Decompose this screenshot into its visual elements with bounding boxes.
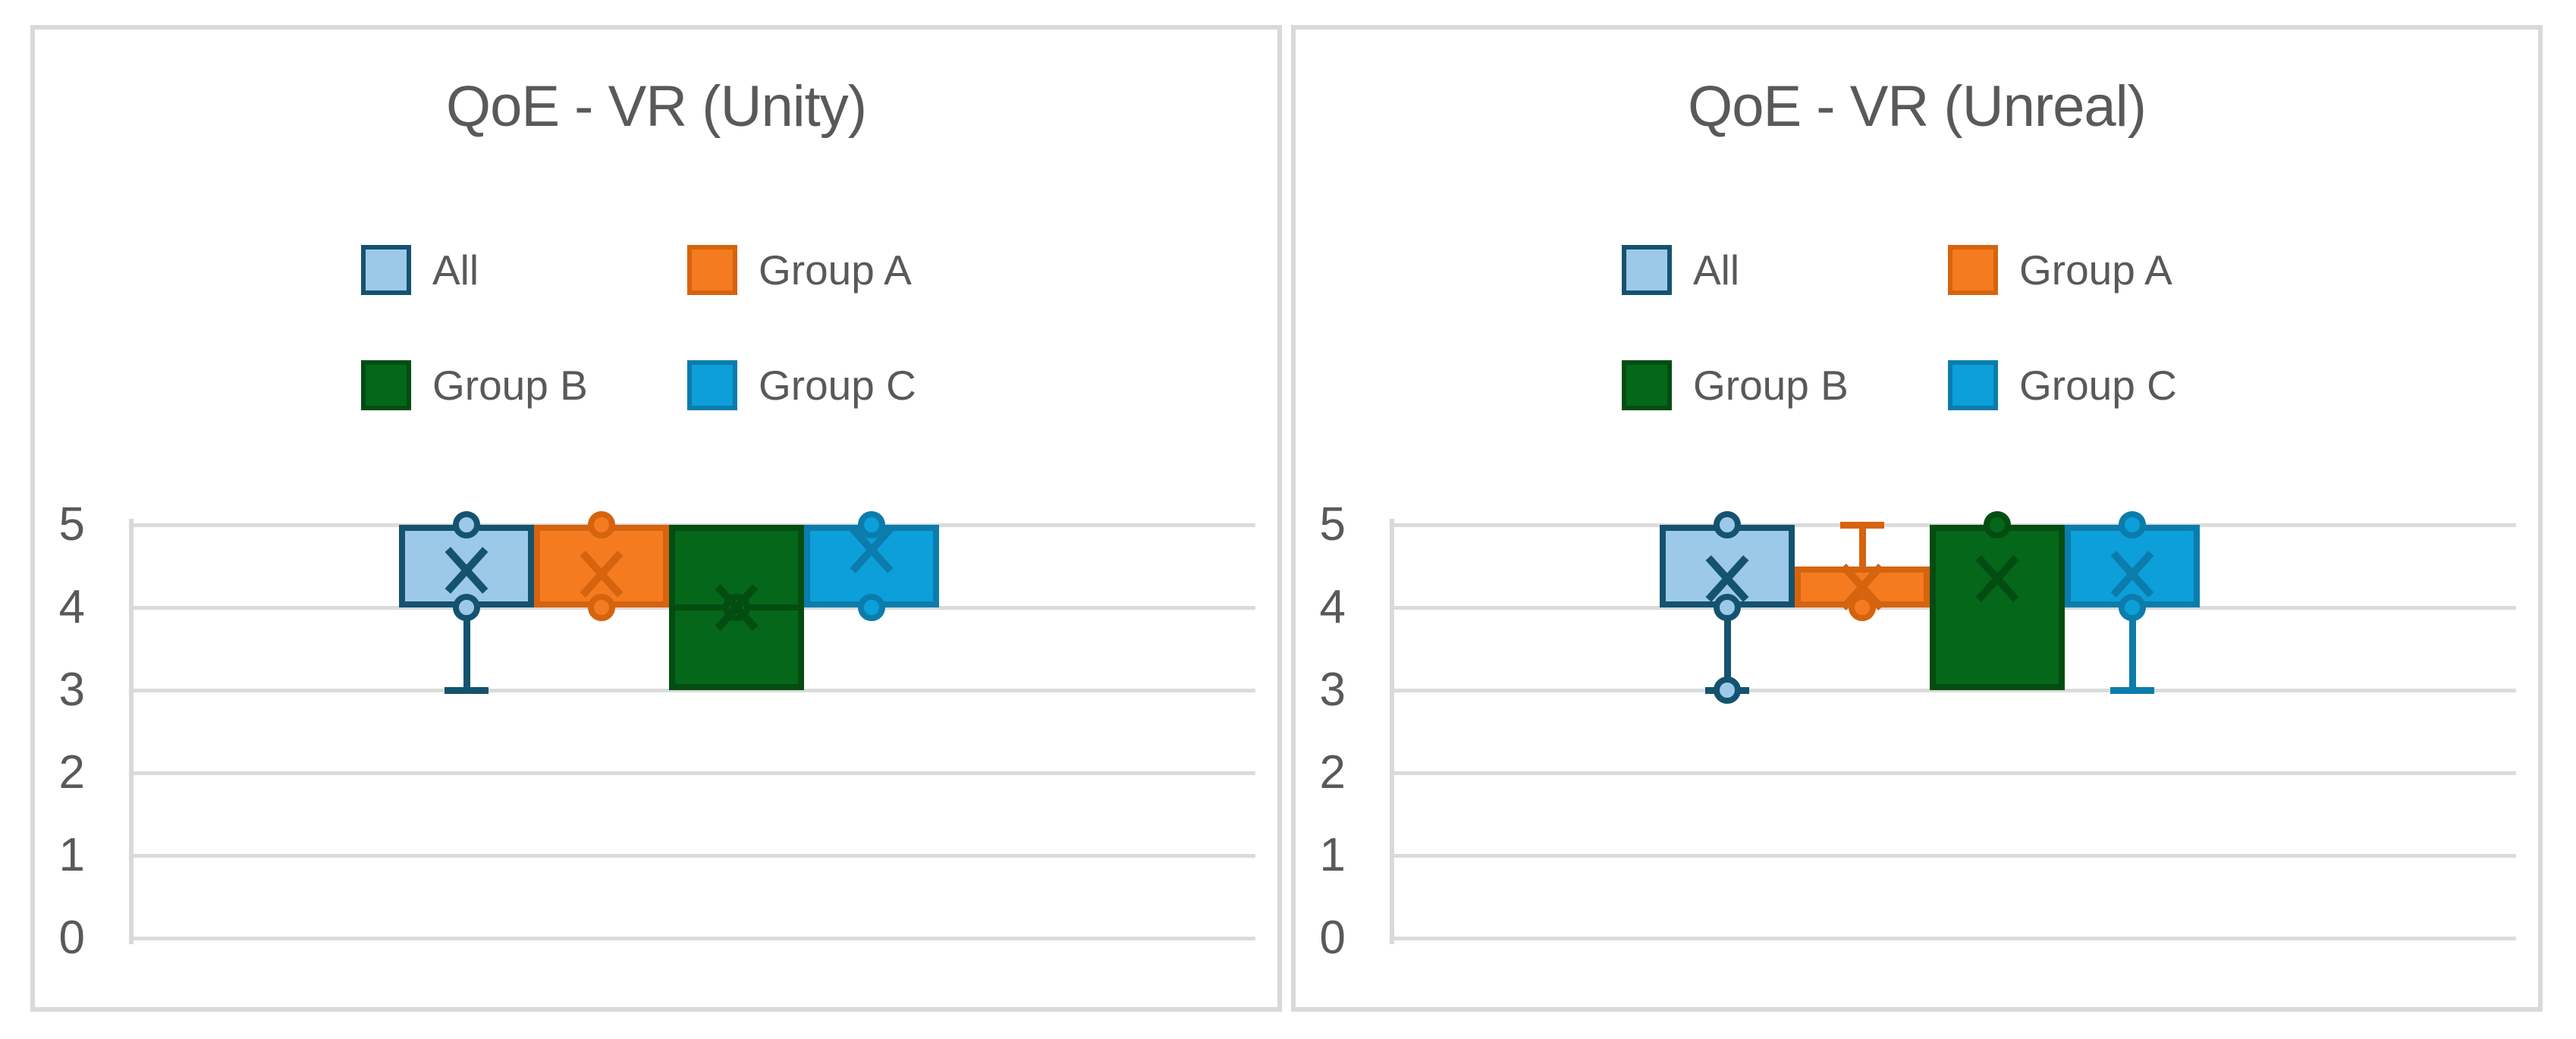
y-axis-line — [129, 519, 134, 944]
plot-area: 5 4 3 2 1 0 — [1320, 501, 2516, 962]
legend-label: All — [1693, 246, 1740, 293]
data-dot-group-a — [588, 594, 615, 621]
chart-title: QoE - VR (Unity) — [445, 74, 867, 139]
gridline-3 — [134, 689, 1255, 692]
whisker-all — [1723, 607, 1731, 690]
y-tick-label: 0 — [58, 912, 85, 964]
whisker-group-a — [1858, 525, 1866, 567]
data-dot-group-c — [858, 594, 885, 621]
whisker-group-c — [2128, 607, 2136, 690]
gridline-1 — [1394, 854, 2516, 858]
legend-label: Group B — [1693, 362, 1849, 409]
whisker-cap-group-a — [1840, 521, 1884, 529]
gridline-0 — [134, 937, 1255, 940]
gridline-0 — [1394, 937, 2516, 940]
data-dot-all — [1714, 594, 1741, 621]
mean-x-marker-all — [445, 547, 488, 594]
mean-x-marker-group-c — [2110, 551, 2154, 598]
legend-item-group-a: Group A — [687, 245, 912, 295]
legend-label: Group C — [2019, 362, 2177, 409]
y-tick-label: 2 — [1319, 746, 1346, 799]
data-dot-group-c — [2119, 594, 2146, 621]
plot-area: 5 4 3 2 1 0 — [59, 501, 1255, 962]
chart-panel-unreal: QoE - VR (Unreal) All Group A Group B Group… — [1291, 25, 2543, 1012]
gridline-2 — [134, 771, 1255, 775]
chart-title: QoE - VR (Unreal) — [1688, 74, 2147, 139]
legend-label: Group A — [2019, 246, 2172, 293]
y-tick-label: 3 — [58, 664, 85, 716]
data-dot-all — [1714, 511, 1741, 538]
whisker-cap-all — [445, 686, 488, 694]
gridline-1 — [134, 854, 1255, 858]
legend-swatch — [1948, 360, 1998, 410]
box-group-b — [1930, 525, 2065, 690]
y-tick-label: 2 — [58, 746, 85, 799]
legend-swatch — [1622, 245, 1672, 295]
data-dot-all — [1714, 676, 1741, 704]
y-tick-label: 5 — [1319, 498, 1346, 551]
gridline-2 — [1394, 771, 2516, 775]
legend-item-group-c: Group C — [1948, 360, 2177, 410]
legend-label: Group C — [759, 362, 916, 409]
legend-label: All — [432, 246, 479, 293]
mean-x-marker-group-c — [850, 526, 894, 573]
legend-item-all: All — [1622, 245, 1739, 295]
legend-swatch — [361, 245, 411, 295]
legend-item-group-c: Group C — [687, 360, 916, 410]
legend-swatch — [361, 360, 411, 410]
y-tick-label: 1 — [58, 829, 85, 881]
whisker-all — [463, 607, 470, 690]
legend-item-group-a: Group A — [1948, 245, 2172, 295]
legend-label: Group A — [759, 246, 912, 293]
y-tick-label: 0 — [1319, 912, 1346, 964]
data-dot-all — [453, 511, 480, 538]
legend-swatch — [687, 360, 737, 410]
y-tick-label: 4 — [58, 581, 85, 633]
data-dot-group-b — [1984, 511, 2011, 538]
mean-x-marker-group-a — [1840, 563, 1884, 611]
legend-item-group-b: Group B — [361, 360, 588, 410]
mean-x-marker-group-b — [1975, 555, 2019, 602]
y-tick-label: 1 — [1319, 829, 1346, 881]
mean-x-marker-group-a — [580, 551, 624, 598]
y-tick-label: 5 — [58, 498, 85, 551]
legend-swatch — [687, 245, 737, 295]
whisker-cap-group-c — [2110, 686, 2154, 694]
chart-panel-unity: QoE - VR (Unity) All Group A Group B Group … — [30, 25, 1282, 1012]
legend-swatch — [1622, 360, 1672, 410]
mean-x-marker-group-b — [715, 584, 759, 631]
data-dot-all — [453, 594, 480, 621]
mean-x-marker-all — [1705, 555, 1749, 602]
y-tick-label: 4 — [1319, 581, 1346, 633]
data-dot-group-c — [2119, 511, 2146, 538]
legend-item-all: All — [361, 245, 479, 295]
gridline-3 — [1394, 689, 2516, 692]
y-axis-line — [1390, 519, 1394, 944]
data-dot-group-a — [588, 511, 615, 538]
legend-item-group-b: Group B — [1622, 360, 1849, 410]
legend-swatch — [1948, 245, 1998, 295]
y-tick-label: 3 — [1319, 664, 1346, 716]
legend-label: Group B — [432, 362, 588, 409]
